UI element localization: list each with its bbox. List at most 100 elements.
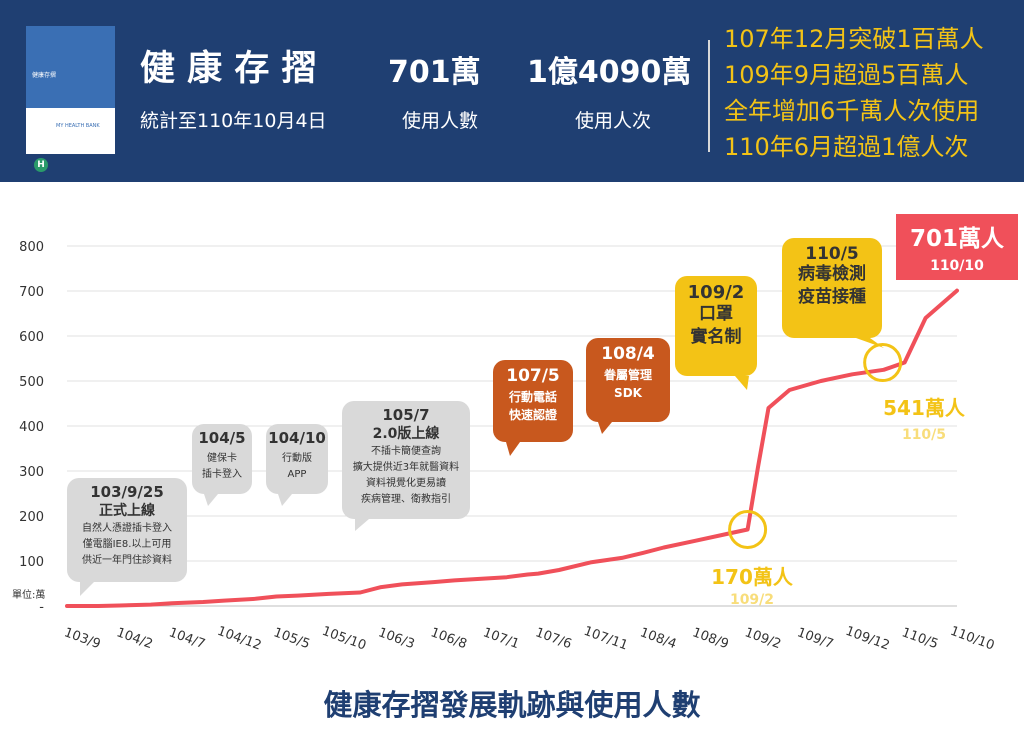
callout-line: 病毒檢測 [798, 263, 866, 284]
callout-line: 不插卡簡便查詢 [371, 444, 441, 457]
callout-title: 105/7 [382, 406, 429, 424]
callout-bg [266, 424, 328, 494]
booklet-title: 健康存摺 [32, 72, 57, 79]
callout-bg [782, 238, 882, 338]
x-tick-label: 107/1 [481, 625, 521, 652]
x-tick-label: 110/5 [900, 625, 940, 652]
y-tick-label: 300 [19, 465, 44, 480]
x-tick-label: 109/12 [843, 624, 891, 654]
callout-line: 資料視覺化更易讀 [366, 476, 446, 489]
x-tick-label: 107/6 [533, 625, 573, 652]
x-tick-label: 104/12 [215, 624, 263, 654]
y-tick-label: 400 [19, 420, 44, 435]
callout-line: 疫苗接種 [798, 286, 866, 307]
callout-pointer [506, 442, 520, 456]
milestone-4: 110年6月超過1億人次 [724, 133, 969, 161]
x-tick-label: 105/10 [320, 624, 368, 654]
x-tick-label: 106/3 [376, 625, 416, 652]
callout-bg [493, 360, 573, 442]
callout-bg [192, 424, 252, 494]
unit-label: 單位:萬 [12, 588, 45, 601]
users-value: 701萬 [388, 55, 481, 90]
callout-line: 插卡登入 [202, 467, 242, 480]
callout-title: 104/10 [268, 429, 326, 447]
callout-pointer [204, 494, 218, 506]
callout-line: 疾病管理、衛教指引 [361, 492, 451, 505]
chart-caption: 健康存摺發展軌跡與使用人數 [323, 688, 701, 722]
users-label: 使用人數 [402, 110, 479, 132]
x-tick-label: 109/7 [795, 625, 835, 652]
y-tick-label: 200 [19, 510, 44, 525]
milestone-3: 全年增加6千萬人次使用 [724, 97, 980, 125]
callout-title: 109/2 [688, 282, 745, 303]
x-tick-label: 109/2 [743, 625, 783, 652]
callout-line: SDK [614, 386, 643, 400]
callout-pointer [856, 338, 884, 348]
milestone-1: 107年12月突破1百萬人 [724, 25, 984, 53]
callout-line: APP [288, 469, 307, 480]
health-logo-icon: H [34, 158, 48, 172]
callout-line: 快速認證 [509, 407, 558, 422]
highlight-value: 541萬人 [883, 396, 966, 420]
callout-line: 行動版 [282, 451, 312, 464]
y-tick-label: 100 [19, 555, 44, 570]
highlight-date: 110/5 [902, 427, 946, 443]
callout-pointer [735, 376, 749, 390]
callout-line: 供近一年門住診資料 [82, 553, 172, 566]
highlight-circle [863, 343, 903, 383]
x-tick-label: 103/9 [62, 625, 102, 652]
header-divider [708, 40, 710, 152]
health-bank-booklet-image: 健康存摺 MY HEALTH BANK H [26, 26, 115, 172]
milestone-2: 109年9月超過5百萬人 [724, 61, 969, 89]
callout-line: 實名制 [691, 326, 742, 347]
booklet-subtitle: MY HEALTH BANK [56, 123, 100, 129]
callout-box: 104/10 行動版 APP [266, 424, 328, 506]
usage-line-chart: 800 700 600 500 400 300 200 100 -單位:萬 103/9 104/2 1… [12, 214, 1018, 654]
end-badge-value: 701萬人 [910, 226, 1005, 252]
callout-line: 健保卡 [207, 451, 237, 464]
callout-line: 口罩 [699, 304, 733, 324]
x-tick-label: 110/10 [948, 624, 996, 654]
callout-pointer [80, 582, 94, 596]
callout-box: 105/72.0版上線不插卡簡便查詢擴大提供近3年就醫資料資料視覺化更易讀疾病管… [342, 401, 470, 531]
callout-title: 110/5 [805, 244, 859, 264]
stat-date: 統計至110年10月4日 [140, 110, 327, 132]
callout-line: 擴大提供近3年就醫資料 [353, 460, 459, 473]
callout-subtitle: 正式上線 [99, 502, 155, 519]
x-tick-label: 104/2 [114, 625, 154, 652]
x-tick-label: 108/4 [638, 625, 678, 652]
x-tick-label: 105/5 [271, 625, 311, 652]
end-badge [896, 214, 1018, 280]
callout-title: 108/4 [601, 344, 655, 364]
series-line [65, 288, 959, 608]
callout-pointer [278, 494, 292, 506]
x-tick-label: 108/9 [690, 625, 730, 652]
highlight-date: 109/2 [730, 592, 774, 608]
callout-pointer [598, 422, 612, 434]
visits-value: 1億4090萬 [527, 55, 692, 90]
end-badge-date: 110/10 [930, 258, 984, 274]
callout-bg [586, 338, 670, 422]
callout-title: 104/5 [198, 429, 245, 447]
x-tick-label: 107/11 [582, 624, 630, 654]
x-tick-label: 104/7 [167, 625, 207, 652]
callout-line: 僅電腦IE8.以上可用 [83, 537, 172, 550]
y-tick-label: - [39, 600, 44, 615]
y-tick-label: 700 [19, 285, 44, 300]
callout-title: 103/9/25 [90, 483, 164, 501]
y-tick-label: 500 [19, 375, 44, 390]
callout-line: 眷屬管理 [603, 367, 652, 382]
y-tick-label: 600 [19, 330, 44, 345]
y-tick-label: 800 [19, 240, 44, 255]
callout-bg [342, 401, 470, 519]
highlight-circle [728, 510, 768, 549]
callout-line: 自然人憑證插卡登入 [82, 521, 172, 534]
callout-bg [67, 478, 187, 582]
header-banner: 健康存摺 MY HEALTH BANK H 健 康 存 摺 統計至110年10月… [0, 0, 1024, 182]
callout-bg [675, 276, 757, 376]
callout-subtitle: 2.0版上線 [373, 425, 440, 442]
callout-title: 107/5 [506, 366, 560, 386]
x-tick-label: 106/8 [428, 625, 468, 652]
